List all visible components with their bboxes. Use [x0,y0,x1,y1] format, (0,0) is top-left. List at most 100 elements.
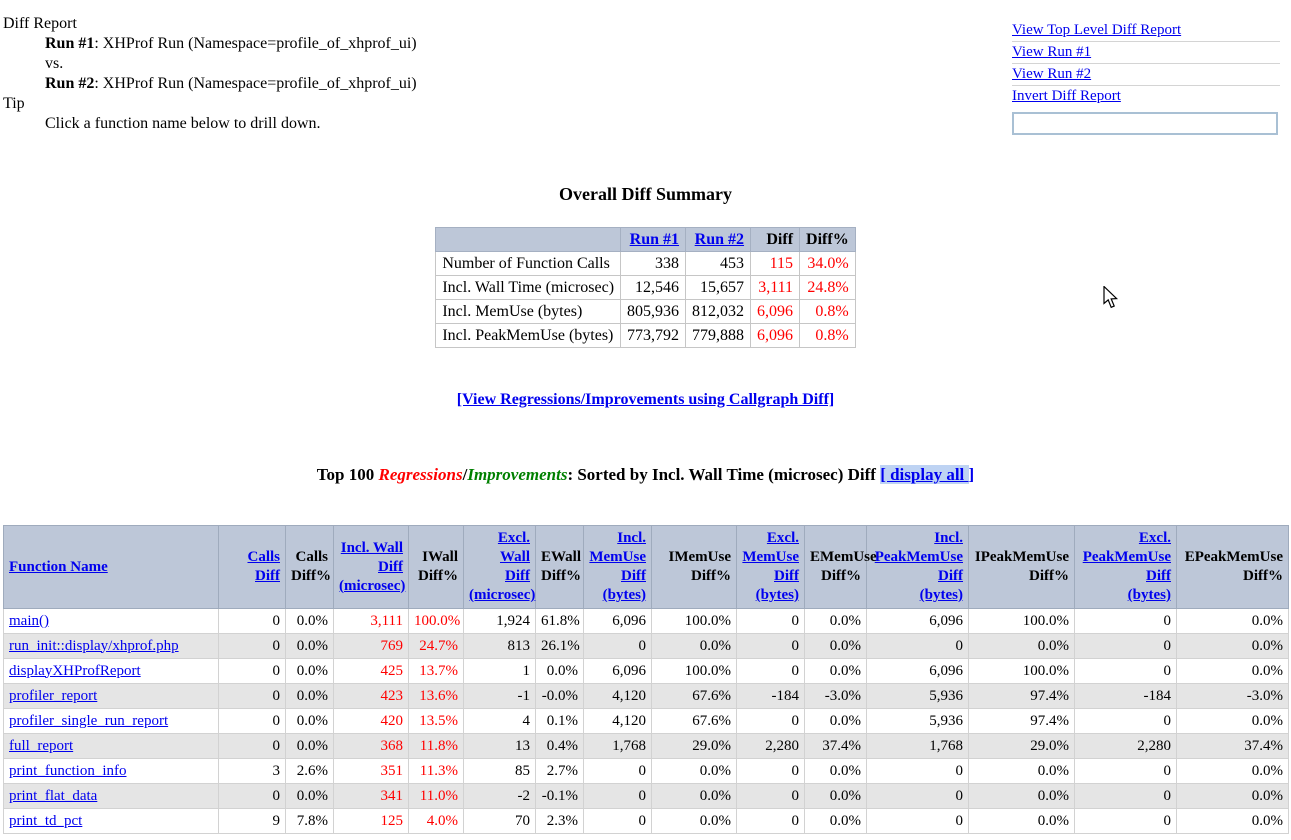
table-row: run_init::display/xhprof.php 0 0.0% 769 24.7… [3,633,1289,659]
table-cell: 13.6% [408,683,464,709]
sort-link-incl-wall-diff[interactable]: Diff [378,558,403,575]
function-name-cell: profiler_report [3,683,219,709]
display-all-link[interactable]: [ display all ] [880,465,974,484]
nav-link-view-run-1[interactable]: View Run #1 [1012,44,1092,60]
nav-link-row: View Top Level Diff Report [1012,20,1280,42]
col-header-text: IMemUse [668,549,731,565]
table-cell: 97.4% [968,708,1075,734]
col-header-excl-peakmemuse-diff[interactable]: Excl. PeakMemUse Diff (bytes) [1074,525,1177,609]
sort-link-incl-peakmemuse-diff[interactable]: PeakMemUse [874,549,963,565]
search-input[interactable] [1012,112,1278,135]
col-header-excl-wall-diff[interactable]: Excl. Wall Diff (microsec) [463,525,536,609]
table-cell: 0 [866,808,969,834]
table-cell: 67.6% [651,708,737,734]
sort-link-excl-wall-diff[interactable]: Excl. Wall [497,530,530,565]
table-cell: 0 [866,758,969,784]
table-cell: 2.7% [535,758,584,784]
table-cell: 0.1% [535,708,584,734]
table-cell: 423 [333,683,409,709]
table-cell: 13.5% [408,708,464,734]
sort-link-excl-peakmemuse-diff[interactable]: Diff [1146,568,1171,584]
nav-link-view-top-level-diff-report[interactable]: View Top Level Diff Report [1012,22,1182,38]
table-cell: 61.8% [535,608,584,634]
table-cell: 0 [218,633,286,659]
function-name-link[interactable]: profiler_report [9,687,98,704]
callgraph-diff-link[interactable]: [View Regressions/Improvements using Cal… [456,391,835,408]
sort-link-excl-memuse-diff[interactable]: (bytes) [755,587,799,603]
function-name-link[interactable]: run_init::display/xhprof.php [9,637,179,654]
table-cell: 11.3% [408,758,464,784]
table-cell: 29.0% [651,733,737,759]
function-name-link[interactable]: main() [9,612,49,629]
function-name-link[interactable]: print_td_pct [9,812,83,829]
run2-label: Run #2 [45,75,95,92]
sort-link-function-name[interactable]: Function Name [9,558,108,575]
run1-label: Run #1 [45,35,95,52]
sort-link-incl-memuse-diff[interactable]: Incl. [617,530,646,546]
table-cell: 0 [1074,808,1177,834]
sort-link-incl-memuse-diff[interactable]: (bytes) [602,587,646,603]
function-name-link[interactable]: print_flat_data [9,787,98,804]
sort-link-excl-wall-diff[interactable]: Diff [505,568,530,584]
sort-link-excl-peakmemuse-diff[interactable]: (bytes) [1127,587,1171,603]
table-cell: 0.0% [804,758,867,784]
col-header-incl-peakmemuse-diff[interactable]: Incl. PeakMemUse Diff (bytes) [866,525,969,609]
table-cell: 0 [736,783,805,809]
col-header-calls-diff[interactable]: Calls Diff [218,525,286,609]
sort-link-incl-wall-diff[interactable]: Incl. Wall [340,539,403,556]
table-cell: 0 [218,608,286,634]
summary-value: 12,546 [620,275,687,300]
table-cell: 1,768 [583,733,652,759]
table-cell: 0.0% [804,783,867,809]
sort-link-excl-memuse-diff[interactable]: MemUse [742,549,799,565]
summary-body: Number of Function Calls 338 453 115 34.0% In… [435,251,856,348]
nav-link-invert-diff-report[interactable]: Invert Diff Report [1012,88,1121,104]
tip-label: Tip [3,95,25,112]
col-header-text: Diff% [821,568,861,584]
table-cell: 29.0% [968,733,1075,759]
sort-link-incl-memuse-diff[interactable]: Diff [621,568,646,584]
table-cell: 1 [463,658,536,684]
sort-link-excl-wall-diff[interactable]: (microsec) [469,587,536,603]
table-cell: 1,924 [463,608,536,634]
mouse-cursor [1103,286,1119,309]
nav-link-view-run-2[interactable]: View Run #2 [1012,66,1092,82]
summary-col-link[interactable]: Run #1 [629,230,680,248]
sort-link-incl-memuse-diff[interactable]: MemUse [589,549,646,565]
sort-link-calls-diff[interactable]: Calls Diff [247,549,280,584]
table-cell: 368 [333,733,409,759]
top100-suffix: : Sorted by Incl. Wall Time (microsec) D… [567,465,881,484]
nav-link-row: View Run #2 [1012,64,1280,86]
sort-link-excl-peakmemuse-diff[interactable]: PeakMemUse [1082,549,1171,565]
sort-link-excl-memuse-diff[interactable]: Excl. [766,530,799,546]
col-header-incl-memuse-diff[interactable]: Incl. MemUse Diff (bytes) [583,525,652,609]
summary-col-link[interactable]: Run #2 [694,230,745,248]
function-name-link[interactable]: full_report [9,737,74,754]
col-header-incl-wall-diff[interactable]: Incl. Wall Diff (microsec) [333,525,409,609]
summary-row: Incl. Wall Time (microsec) 12,546 15,657 3,… [435,275,856,300]
summary-value: 773,792 [620,323,687,348]
table-cell: 0.0% [1176,708,1289,734]
table-cell: 341 [333,783,409,809]
table-cell: 0.0% [1176,633,1289,659]
function-name-link[interactable]: displayXHProfReport [9,662,141,679]
table-cell: 0.0% [1176,808,1289,834]
summary-metric-label: Incl. Wall Time (microsec) [435,275,622,300]
table-row: profiler_report 0 0.0% 423 13.6% -1 -0.0% 4,120… [3,683,1289,709]
sort-link-incl-peakmemuse-diff[interactable]: Incl. [934,530,963,546]
table-cell: 0 [218,658,286,684]
function-name-link[interactable]: profiler_single_run_report [9,712,169,729]
sort-link-excl-memuse-diff[interactable]: Diff [774,568,799,584]
table-cell: 13 [463,733,536,759]
sort-link-incl-wall-diff[interactable]: (microsec) [339,577,406,594]
col-header-excl-memuse-diff[interactable]: Excl. MemUse Diff (bytes) [736,525,805,609]
summary-header-row: Run #1 Run #2 Diff Diff% [435,227,856,252]
table-cell: 5,936 [866,708,969,734]
table-cell: 813 [463,633,536,659]
function-name-link[interactable]: print_function_info [9,762,127,779]
col-header-function-name[interactable]: Function Name [3,525,219,609]
sort-link-incl-peakmemuse-diff[interactable]: (bytes) [919,587,963,603]
sort-link-excl-peakmemuse-diff[interactable]: Excl. [1138,530,1171,546]
col-header-ememuse-diff-pct: EMemUse Diff% [804,525,877,609]
sort-link-incl-peakmemuse-diff[interactable]: Diff [938,568,963,584]
